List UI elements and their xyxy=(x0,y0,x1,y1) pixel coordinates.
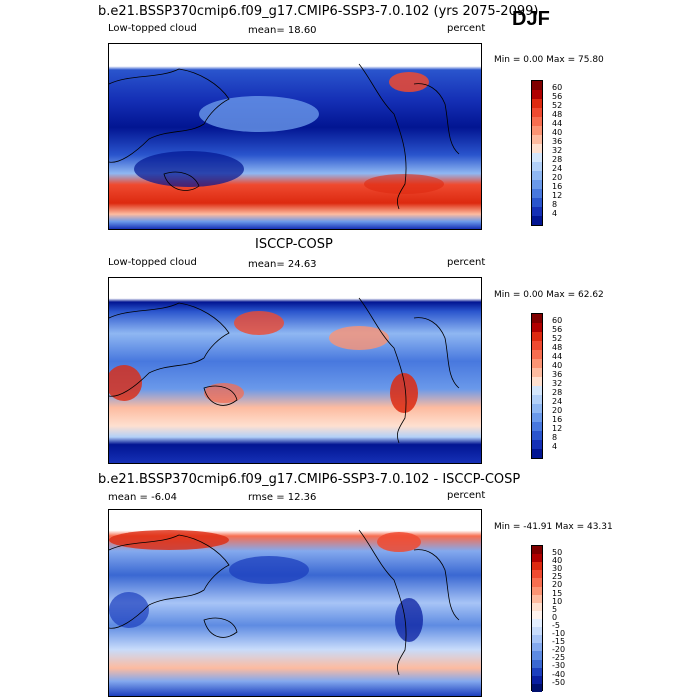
panel1-satl-deck xyxy=(364,174,444,194)
panel3-title: b.e21.BSSP370cmip6.f09_g17.CMIP6-SSP3-7.… xyxy=(98,472,521,487)
panel1-tick: 28 xyxy=(552,155,563,164)
panel2-colorbar xyxy=(531,313,543,459)
panel1-colorbar xyxy=(531,80,543,226)
panel1-natl-patch xyxy=(389,72,429,92)
panel3-npac-negative xyxy=(229,556,309,584)
panel3-tick: -40 xyxy=(552,669,566,679)
panel1-indian-ocean xyxy=(134,151,244,187)
panel3-tick: -5 xyxy=(552,620,560,630)
panel3-map xyxy=(108,509,482,697)
panel3-minmax-label: Min = -41.91 Max = 43.31 xyxy=(494,522,613,532)
panel3-rmse-label: rmse = 12.36 xyxy=(248,492,317,503)
panel3-natl-positive xyxy=(377,532,421,552)
panel3-tick: -25 xyxy=(552,653,566,663)
panel3-tick: 0 xyxy=(552,612,558,622)
panel1-tick: 56 xyxy=(552,92,563,101)
season-label: DJF xyxy=(512,8,550,30)
panel3-tick: 25 xyxy=(552,572,563,582)
panel2-field xyxy=(109,278,481,463)
panel1-coastlines xyxy=(109,63,460,210)
panel2-australia-deck xyxy=(204,383,244,403)
panel3-tick: 5 xyxy=(552,604,558,614)
panel2-tick: 16 xyxy=(552,415,563,424)
panel2-tick: 8 xyxy=(552,433,558,442)
panel3-mean-label: mean = -6.04 xyxy=(108,492,177,503)
panel3-namibia-negative xyxy=(109,592,149,628)
panel2-variable-label: Low-topped cloud xyxy=(108,257,197,268)
panel1-mean-label: mean= 18.60 xyxy=(248,25,317,36)
panel3-tick: 15 xyxy=(552,588,563,598)
panel2-tick: 28 xyxy=(552,388,563,397)
panel1-map-canvas xyxy=(109,44,481,229)
panel1-tick: 20 xyxy=(552,173,563,182)
panel3-map-canvas xyxy=(109,510,481,696)
panel1-tick: 8 xyxy=(552,200,558,209)
panel1-tick: 40 xyxy=(552,128,563,137)
panel2-tick: 40 xyxy=(552,361,563,370)
panel2-tick: 44 xyxy=(552,352,563,361)
panel1-tick: 36 xyxy=(552,137,563,146)
panel2-coastlines xyxy=(109,297,460,444)
panel1-tick: 4 xyxy=(552,209,558,218)
panel2-tick: 60 xyxy=(552,316,563,325)
panel2-tick: 52 xyxy=(552,334,563,343)
panel3-tick: -15 xyxy=(552,637,566,647)
panel1-tick: 12 xyxy=(552,191,563,200)
panel2-npac-patch xyxy=(329,326,389,350)
panel2-kuroshio-patch xyxy=(234,311,284,335)
panel1-minmax-label: Min = 0.00 Max = 75.80 xyxy=(494,55,604,65)
panel3-units-label: percent xyxy=(447,490,486,501)
panel2-mean-label: mean= 24.63 xyxy=(248,259,317,270)
panel2-tick: 12 xyxy=(552,424,563,433)
panel3-tick: 40 xyxy=(552,556,563,566)
panel1-tick: 60 xyxy=(552,83,563,92)
panel1-tick: 52 xyxy=(552,101,563,110)
panel1-units-label: percent xyxy=(447,23,486,34)
panel2-map xyxy=(108,277,482,464)
panel3-tick: 30 xyxy=(552,564,563,574)
panel3-tick: -30 xyxy=(552,661,566,671)
panel3-tick: 10 xyxy=(552,596,563,606)
panel1-map xyxy=(108,43,482,230)
panel3-peru-negative xyxy=(395,598,423,642)
panel3-tick: 20 xyxy=(552,580,563,590)
panel1-tick: 24 xyxy=(552,164,563,173)
panel2-tick: 36 xyxy=(552,370,563,379)
panel1-field xyxy=(109,44,481,229)
panel2-minmax-label: Min = 0.00 Max = 62.62 xyxy=(494,290,604,300)
panel3-arctic-positive xyxy=(109,530,229,550)
panel1-tick: 48 xyxy=(552,110,563,119)
panel1-npac-band xyxy=(199,96,319,132)
panel2-tick: 48 xyxy=(552,343,563,352)
panel2-tick: 24 xyxy=(552,397,563,406)
panel3-colorbar xyxy=(531,545,543,692)
panel3-tick: -20 xyxy=(552,645,566,655)
panel1-tick: 32 xyxy=(552,146,563,155)
panel2-tick: 4 xyxy=(552,442,558,451)
panel2-tick: 56 xyxy=(552,325,563,334)
panel3-coastlines xyxy=(109,529,460,676)
panel1-title: b.e21.BSSP370cmip6.f09_g17.CMIP6-SSP3-7.… xyxy=(98,4,539,19)
panel2-tick: 32 xyxy=(552,379,563,388)
panel3-tick: -10 xyxy=(552,629,566,638)
panel1-tick: 44 xyxy=(552,119,563,128)
panel2-units-label: percent xyxy=(447,257,486,268)
panel1-tick: 16 xyxy=(552,182,563,191)
panel2-peru-deck xyxy=(390,373,418,413)
panel3-tick: 50 xyxy=(552,548,563,557)
panel2-tick: 20 xyxy=(552,406,563,415)
panel3-tick: -50 xyxy=(552,677,566,687)
panel2-namibia-deck xyxy=(109,365,142,401)
panel2-map-canvas xyxy=(109,278,481,463)
panel2-title: ISCCP-COSP xyxy=(255,237,333,252)
panel1-variable-label: Low-topped cloud xyxy=(108,23,197,34)
